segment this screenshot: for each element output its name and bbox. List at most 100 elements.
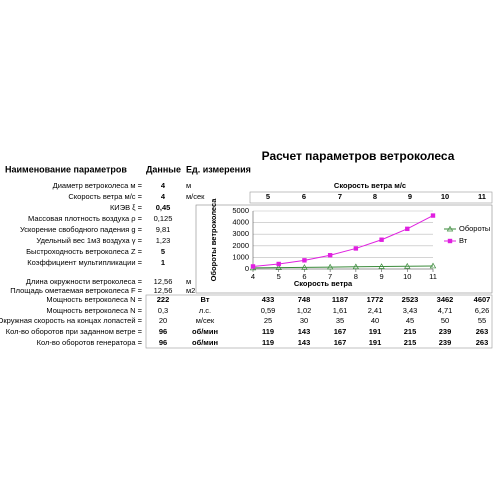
param-label: КИЭВ ξ =: [110, 203, 143, 212]
param-label: Скорость ветра м/с =: [68, 192, 142, 201]
legend-label: Обороты: [459, 224, 490, 233]
result-cell: 2,41: [368, 306, 383, 315]
param-label: Длина окружности ветроколеса =: [26, 277, 143, 286]
marker: [327, 253, 333, 258]
param-value: 1,23: [156, 236, 171, 245]
result-cell: 55: [478, 316, 486, 325]
wind-speed: 8: [373, 192, 377, 201]
result-cell: 1772: [367, 295, 384, 304]
result-cell: 35: [336, 316, 344, 325]
result-unit: об/мин: [192, 338, 218, 347]
result-cell: 2523: [402, 295, 419, 304]
marker: [378, 263, 385, 269]
result-cell: 239: [439, 327, 452, 336]
result-cell: 215: [404, 327, 417, 336]
result-cell: 6,26: [475, 306, 490, 315]
param-unit: м2: [186, 286, 195, 295]
marker: [353, 246, 359, 251]
marker: [404, 262, 411, 269]
param-value: 0,45: [156, 203, 171, 212]
legend-marker: [447, 238, 453, 244]
y-tick-label: 5000: [232, 206, 249, 215]
result-cell: 215: [404, 338, 417, 347]
param-value: 1: [161, 258, 165, 267]
marker: [430, 213, 436, 218]
result-label: Мощность ветроколеса N =: [46, 295, 142, 304]
param-label: Массовая плотность воздуха ρ =: [28, 214, 143, 223]
result-cell: 119: [262, 338, 274, 347]
result-cell: 119: [262, 327, 274, 336]
series-line: [252, 265, 434, 269]
x-tick-label: 5: [277, 272, 281, 281]
param-label: Коэффициент мультипликации =: [27, 258, 142, 267]
x-tick-label: 9: [379, 272, 383, 281]
wind-speed: 7: [338, 192, 342, 201]
result-cell: 143: [298, 327, 311, 336]
y-tick-label: 3000: [232, 229, 249, 238]
wind-header: Скорость ветра м/с: [334, 181, 406, 190]
x-axis-label: Скорость ветра: [294, 279, 353, 288]
marker: [326, 263, 334, 270]
result-unit: л.с.: [199, 306, 211, 315]
marker: [250, 264, 256, 269]
y-tick-label: 0: [245, 264, 249, 273]
chart-frame: [195, 204, 493, 294]
result-cell: 4607: [474, 295, 491, 304]
result-unit: об/мин: [192, 327, 218, 336]
result-label: Кол-во оборотов генератора =: [37, 338, 143, 347]
x-tick-label: 4: [251, 272, 255, 281]
results-border: [145, 294, 493, 349]
param-value: 4: [161, 181, 166, 190]
wind-row-border: [249, 191, 493, 204]
param-unit: м/сек: [186, 192, 205, 201]
result-cell: 45: [406, 316, 414, 325]
legend-label: Вт: [459, 236, 468, 245]
result-cell: 50: [441, 316, 449, 325]
y-tick-label: 2000: [232, 241, 249, 250]
result-value: 222: [157, 295, 170, 304]
param-label: Площадь ометаемая ветроколеса F =: [10, 286, 142, 295]
param-label: Быстроходность ветроколеса Z =: [26, 247, 142, 256]
y-axis-label: Обороты ветроколеса: [209, 198, 218, 282]
param-value: 9,81: [156, 225, 171, 234]
param-label: Удельный вес 1м3 воздуха γ =: [36, 236, 142, 245]
result-cell: 4,71: [438, 306, 453, 315]
marker: [276, 261, 281, 267]
marker: [405, 226, 410, 232]
result-cell: 25: [264, 316, 272, 325]
result-cell: 191: [369, 327, 382, 336]
result-label: Окружная скорость на концах лопастей =: [0, 316, 143, 325]
wind-speed: 6: [302, 192, 306, 201]
param-value: 12,56: [154, 286, 173, 295]
sheet-title: Расчет параметров ветроколеса: [262, 149, 455, 163]
y-tick-label: 1000: [232, 252, 249, 261]
header: Данные: [146, 164, 181, 174]
legend-marker: [446, 225, 454, 232]
marker: [275, 264, 282, 270]
marker: [429, 262, 437, 269]
result-cell: 263: [476, 327, 489, 336]
param-unit: м: [186, 277, 191, 286]
result-cell: 40: [371, 316, 379, 325]
wind-speed: 10: [441, 192, 449, 201]
result-unit: Вт: [201, 295, 210, 304]
marker: [352, 263, 360, 270]
result-cell: 0,59: [261, 306, 276, 315]
result-cell: 3462: [437, 295, 454, 304]
param-label: Ускорение свободного падения g =: [20, 225, 143, 234]
marker: [302, 258, 307, 263]
header: Ед. измерения: [186, 164, 251, 174]
result-cell: 167: [334, 338, 347, 347]
marker: [379, 237, 384, 242]
result-cell: 263: [476, 338, 489, 347]
y-tick-label: 4000: [232, 218, 249, 227]
result-value: 0,3: [158, 306, 168, 315]
result-cell: 3,43: [403, 306, 418, 315]
result-cell: 191: [369, 338, 382, 347]
result-cell: 1,02: [297, 306, 312, 315]
result-label: Кол-во оборотов при заданном ветре =: [6, 327, 143, 336]
x-tick-label: 8: [354, 272, 358, 281]
result-cell: 433: [262, 295, 275, 304]
param-unit: м: [186, 181, 191, 190]
